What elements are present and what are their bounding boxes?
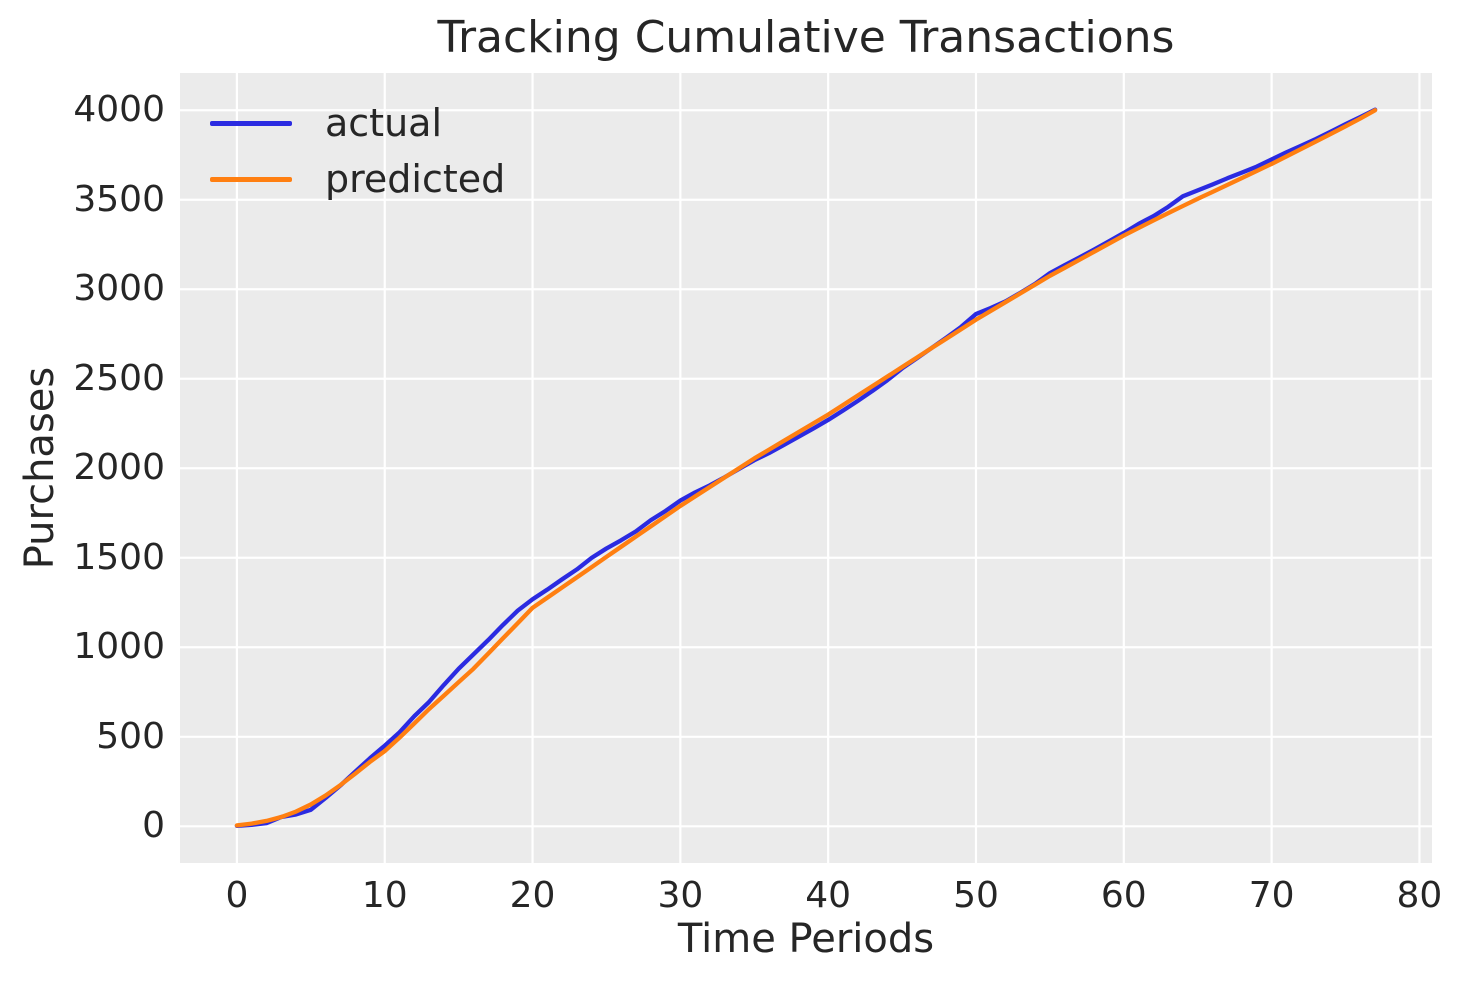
line-actual bbox=[234, 107, 1378, 829]
y-tick-label: 3000 bbox=[73, 268, 165, 310]
plot-area: actual predicted bbox=[180, 73, 1432, 863]
x-tick-label: 70 bbox=[1248, 875, 1295, 916]
x-axis-label: Time Periods bbox=[677, 916, 935, 962]
x-tick-label: 10 bbox=[361, 875, 408, 916]
y-axis-ticks: 0 500 1000 1500 2000 2500 3000 3500 4000 bbox=[0, 0, 165, 983]
legend-label-predicted: predicted bbox=[325, 157, 506, 201]
x-tick-label: 60 bbox=[1100, 875, 1147, 916]
legend-item-actual: actual bbox=[210, 95, 505, 151]
y-tick-label: 500 bbox=[96, 715, 165, 757]
legend-item-predicted: predicted bbox=[210, 151, 505, 207]
y-tick-label: 1000 bbox=[73, 626, 165, 668]
y-tick-label: 3500 bbox=[73, 178, 165, 220]
x-tick-label: 30 bbox=[657, 875, 704, 916]
y-tick-label: 2000 bbox=[73, 447, 165, 489]
y-tick-label: 4000 bbox=[73, 89, 165, 131]
y-tick-label: 2500 bbox=[73, 357, 165, 399]
x-tick-label: 80 bbox=[1396, 875, 1443, 916]
x-tick-label: 50 bbox=[953, 875, 999, 916]
chart-title: Tracking Cumulative Transactions bbox=[437, 12, 1175, 63]
legend-label-actual: actual bbox=[325, 101, 443, 145]
plot-canvas bbox=[180, 73, 1432, 863]
x-tick-label: 40 bbox=[805, 875, 852, 916]
line-predicted bbox=[234, 108, 1378, 828]
legend-line-predicted bbox=[210, 176, 292, 182]
y-tick-label: 1500 bbox=[73, 536, 165, 578]
legend: actual predicted bbox=[210, 95, 505, 207]
x-tick-label: 20 bbox=[509, 875, 556, 916]
legend-line-actual bbox=[210, 120, 292, 126]
x-tick-label: 0 bbox=[225, 875, 249, 916]
y-axis-label: Purchases bbox=[17, 366, 63, 570]
y-tick-label: 0 bbox=[142, 805, 165, 847]
